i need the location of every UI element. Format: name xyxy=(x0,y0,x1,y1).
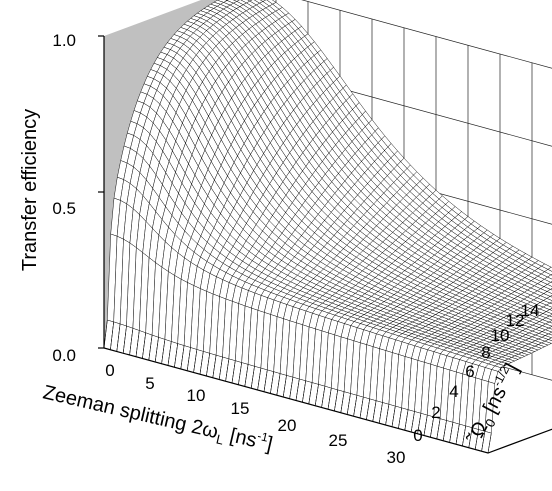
y-tick-label: 10 xyxy=(491,326,510,345)
floor-edge xyxy=(103,347,552,454)
curtain-line xyxy=(462,425,466,447)
mesh-cell xyxy=(548,320,552,324)
z-axis-label: Transfer efficiency xyxy=(19,109,41,271)
y-tick-label: 8 xyxy=(481,343,490,362)
x-tick-label: 10 xyxy=(187,386,206,405)
x-label-superscript: -1 xyxy=(256,429,270,445)
x-tick-label: 5 xyxy=(145,374,154,393)
curtain-line xyxy=(129,328,134,356)
y-tick-label: 4 xyxy=(449,382,458,401)
curtain-line xyxy=(167,341,172,366)
y-tick-label: 12 xyxy=(506,311,525,330)
surface-mesh xyxy=(103,0,552,454)
curtain-line xyxy=(270,371,274,394)
curtain-line xyxy=(295,378,300,401)
y-tick-label: 6 xyxy=(465,362,474,381)
curtain-line xyxy=(353,395,358,417)
z-tick-label: 0.0 xyxy=(52,346,76,365)
z-tick-label: 1.0 xyxy=(52,31,76,50)
curtain-line xyxy=(417,413,422,434)
axes-frame xyxy=(98,35,552,454)
curtain-line xyxy=(206,353,210,377)
curtain-line xyxy=(410,411,415,433)
curtain-line xyxy=(238,362,242,385)
curtain-line xyxy=(359,397,364,419)
curtain-line xyxy=(212,355,217,378)
curtain-line xyxy=(346,393,351,415)
curtain-line xyxy=(116,323,121,352)
curtain-line xyxy=(193,349,198,373)
curtain-line xyxy=(372,400,377,422)
curtain-line xyxy=(180,345,185,370)
curtain-line xyxy=(161,339,166,364)
z-tick-label: 0.5 xyxy=(52,199,76,218)
curtain-line xyxy=(244,364,249,387)
x-label-unit: [ns xyxy=(222,423,258,452)
curtain-line xyxy=(257,368,262,391)
curtain-line xyxy=(263,369,268,392)
curtain-line xyxy=(199,351,204,375)
x-tick-label: 15 xyxy=(231,399,250,418)
curtain-line xyxy=(430,416,434,438)
curtain-line xyxy=(321,386,326,408)
y-axis-ticks: 0 2 4 6 8 10 12 14 xyxy=(413,301,539,445)
y-tick-label: 14 xyxy=(521,301,540,320)
x-label-subscript: L xyxy=(215,431,225,447)
curtain-line xyxy=(455,424,460,445)
y-tick-label: 0 xyxy=(413,426,422,445)
z-axis-ticks: 0.0 0.5 1.0 xyxy=(52,31,76,365)
curtain-line xyxy=(142,332,146,359)
curtain-line xyxy=(423,415,428,436)
curtain-line xyxy=(225,358,230,382)
curtain-line xyxy=(442,420,447,441)
curtain-line xyxy=(468,427,473,448)
curtain-line xyxy=(378,402,383,424)
curtain-line xyxy=(340,391,345,413)
curtain-line xyxy=(186,347,191,371)
x-axis-label: Zeeman splitting 2ωL [ns-1] xyxy=(40,379,275,458)
curtain-line xyxy=(174,343,178,368)
curtain-line xyxy=(334,389,338,412)
curtain-line xyxy=(327,388,332,410)
curtain-line xyxy=(122,325,127,354)
x-tick-label: 25 xyxy=(329,431,348,450)
x-tick-label: 30 xyxy=(387,448,406,467)
x-axis-ticks: 0 5 10 15 20 25 30 xyxy=(105,361,405,467)
back-grid-line xyxy=(301,0,552,69)
x-tick-label: 0 xyxy=(105,361,114,380)
mesh-cell xyxy=(547,331,552,336)
curtain-line xyxy=(276,373,281,396)
curtain-line xyxy=(110,321,114,350)
x-tick-label: 20 xyxy=(278,416,297,435)
x-label-close: ] xyxy=(264,433,274,456)
curtain-line xyxy=(366,398,370,420)
curtain-line xyxy=(250,366,255,389)
curtain-line xyxy=(474,429,479,450)
curtain-line xyxy=(231,360,236,384)
curtain-line xyxy=(308,382,313,405)
curtain-line xyxy=(398,407,402,429)
mesh-cell xyxy=(549,301,552,305)
curtain-line xyxy=(154,337,159,363)
curtain-line xyxy=(487,433,492,454)
curtain-line xyxy=(135,330,140,357)
curtain-line xyxy=(481,431,486,452)
curtain-line xyxy=(404,409,409,431)
curtain-line xyxy=(302,380,306,403)
curtain-line xyxy=(289,377,294,399)
curtain-line xyxy=(148,335,153,361)
curtain-line xyxy=(385,404,390,426)
curtain-line xyxy=(314,384,319,406)
mesh-cell xyxy=(548,326,552,330)
curtain-line xyxy=(218,356,223,380)
curtain-line xyxy=(449,422,454,443)
curtain-line xyxy=(282,375,287,398)
mesh-cell xyxy=(547,266,552,272)
mesh-cell xyxy=(547,337,552,342)
curtain-line xyxy=(436,418,441,440)
y-tick-label: 2 xyxy=(431,403,440,422)
curtain-line xyxy=(391,406,396,427)
